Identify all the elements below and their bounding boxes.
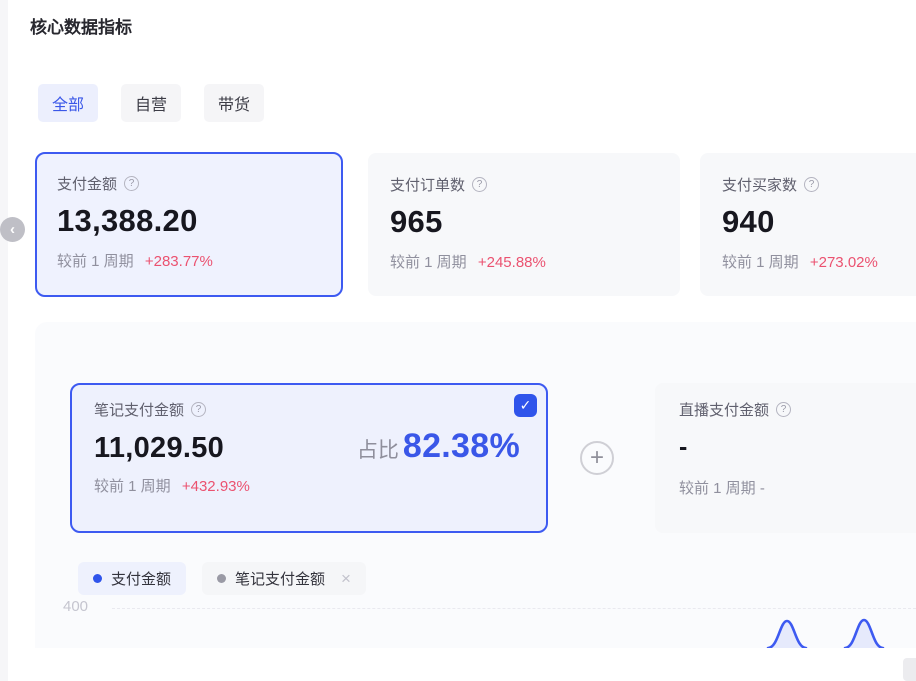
metric-title: 直播支付金额 [679, 402, 770, 419]
metric-value: 965 [390, 204, 443, 239]
legend-item-payment-amount[interactable]: 支付金额 [78, 562, 187, 595]
legend-label: 支付金额 [111, 571, 172, 588]
metric-title: 笔记支付金额 [94, 402, 185, 419]
breakdown-panel: ✓ 笔记支付金额 ? 11,029.50 占比 82.38% 较前 1 周期 +… [35, 322, 916, 648]
breakdown-card-live-payment[interactable]: 直播支付金额 ? - 较前 1 周期 - [655, 383, 916, 533]
close-icon[interactable]: × [341, 568, 351, 588]
help-icon[interactable]: ? [191, 402, 207, 417]
add-metric-button[interactable]: + [580, 441, 614, 475]
help-icon[interactable]: ? [472, 177, 488, 192]
metric-value: 11,029.50 [94, 432, 225, 464]
gridline [112, 608, 916, 609]
help-icon[interactable]: ? [124, 176, 140, 191]
line-chart-peaks [766, 618, 885, 648]
checkbox-checked[interactable]: ✓ [514, 394, 537, 417]
legend-dot-icon [93, 574, 102, 583]
y-axis-tick: 400 [63, 598, 89, 615]
metric-title: 支付订单数 [390, 177, 466, 194]
tab-all[interactable]: 全部 [38, 84, 99, 122]
metric-title: 支付买家数 [722, 177, 798, 194]
metric-value: - [679, 433, 688, 461]
metric-card-order-count[interactable]: 支付订单数 ? 965 较前 1 周期 +245.88% [368, 153, 680, 296]
share-label: 占比 [356, 439, 399, 462]
chart-legend: 支付金额 笔记支付金额 × [78, 562, 366, 595]
change-value: +283.77% [144, 253, 213, 270]
breakdown-card-note-payment[interactable]: ✓ 笔记支付金额 ? 11,029.50 占比 82.38% 较前 1 周期 +… [70, 383, 548, 533]
bottom-right-cut-widget [903, 658, 916, 681]
tab-bar: 全部 自营 带货 [38, 84, 265, 122]
metric-card-buyer-count[interactable]: 支付买家数 ? 940 较前 1 周期 +273.02% [700, 153, 916, 296]
page-title: 核心数据指标 [30, 18, 132, 37]
period-label: 较前 1 周期 [722, 254, 799, 271]
check-icon: ✓ [519, 397, 532, 413]
left-edge-strip [0, 0, 8, 681]
help-icon[interactable]: ? [776, 402, 792, 417]
tab-self-operated[interactable]: 自营 [121, 84, 182, 122]
legend-item-note-payment-amount[interactable]: 笔记支付金额 × [202, 562, 366, 595]
period-label: 较前 1 周期 [57, 253, 134, 270]
period-label: 较前 1 周期 [94, 478, 171, 495]
tab-goods-promotion[interactable]: 带货 [204, 84, 265, 122]
period-label: 较前 1 周期 [390, 254, 467, 271]
carousel-prev-button[interactable]: ‹ [0, 217, 25, 242]
change-value: - [759, 480, 765, 497]
change-value: +432.93% [181, 478, 250, 495]
metric-card-payment-amount[interactable]: 支付金额 ? 13,388.20 较前 1 周期 +283.77% [35, 152, 343, 297]
change-value: +273.02% [809, 254, 878, 271]
metric-value: 940 [722, 204, 775, 239]
period-label: 较前 1 周期 [679, 480, 756, 497]
share-value: 82.38% [402, 427, 520, 465]
help-icon[interactable]: ? [804, 177, 820, 192]
metric-title: 支付金额 [57, 176, 118, 193]
metric-value: 13,388.20 [57, 203, 198, 238]
plus-icon: + [589, 444, 604, 471]
legend-dot-icon [217, 574, 227, 583]
legend-label: 笔记支付金额 [235, 571, 326, 588]
chevron-left-icon: ‹ [10, 221, 15, 238]
change-value: +245.88% [477, 254, 546, 271]
